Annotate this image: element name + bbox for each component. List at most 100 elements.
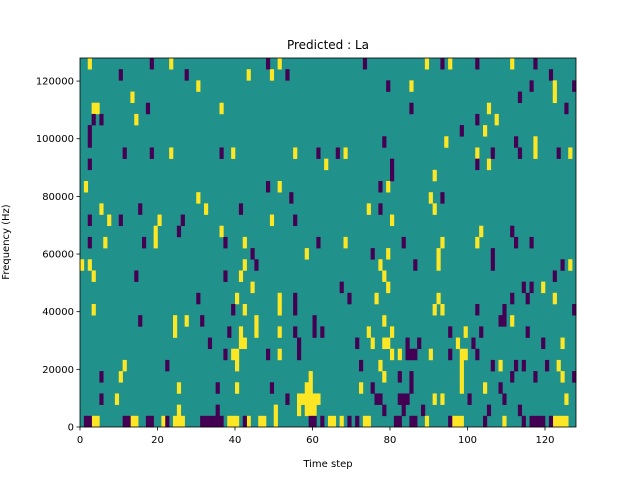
heatmap-cell-high <box>378 359 383 372</box>
heatmap-cell-low <box>486 404 492 417</box>
heatmap-cell-high <box>386 248 391 260</box>
heatmap-cell-low <box>459 125 464 137</box>
heatmap-cell-high <box>169 58 174 70</box>
heatmap-cell-high <box>382 337 387 350</box>
heatmap-cell-high <box>118 371 123 383</box>
heatmap-cell-low <box>250 248 255 260</box>
heatmap-cell-low <box>87 236 92 249</box>
heatmap-cell-low <box>374 393 379 405</box>
heatmap-cell-high <box>312 393 317 405</box>
heatmap-cell-high <box>161 415 166 428</box>
heatmap-cell-low <box>231 304 236 316</box>
heatmap-cell-high <box>83 181 89 193</box>
heatmap-cell-high <box>269 214 275 227</box>
x-tick-label: 60 <box>306 435 319 446</box>
heatmap-cell-low <box>312 315 317 327</box>
heatmap-cell-low <box>397 393 402 405</box>
heatmap-cell-high <box>91 102 96 115</box>
heatmap-cell-low <box>390 169 395 182</box>
heatmap-cell-low <box>517 404 523 417</box>
heatmap-cell-low <box>572 304 577 316</box>
heatmap-cell-low <box>285 393 290 405</box>
heatmap-cell-high <box>242 337 247 350</box>
heatmap-cell-high <box>498 359 503 372</box>
heatmap-cell-low <box>475 58 480 70</box>
x-axis-label: Time step <box>302 459 352 470</box>
heatmap-cell-low <box>490 248 495 260</box>
heatmap-cell-low <box>537 415 542 428</box>
heatmap-cell-low <box>320 326 325 338</box>
heatmap-cell-high <box>277 348 282 361</box>
heatmap-cell-low <box>138 203 143 215</box>
heatmap-cell-low <box>541 337 546 350</box>
heatmap-cell-low <box>405 393 410 405</box>
heatmap-cell-high <box>235 359 240 372</box>
heatmap-cell-low <box>405 337 410 350</box>
heatmap-cell-high <box>304 393 309 405</box>
heatmap-cell-high <box>424 415 430 428</box>
heatmap-cell-high <box>297 393 302 405</box>
heatmap-cell-low <box>421 404 426 417</box>
heatmap-cell-low <box>467 393 472 405</box>
heatmap-cell-low <box>525 326 530 338</box>
heatmap-cell-low <box>548 415 554 428</box>
y-tick-label: 80000 <box>42 192 74 203</box>
heatmap-cell-high <box>87 259 92 271</box>
heatmap-cell-high <box>91 415 96 428</box>
heatmap-cell-low <box>176 225 182 238</box>
heatmap-cell-high <box>293 147 298 159</box>
heatmap-cell-low <box>200 315 205 327</box>
heatmap-cell-low <box>297 348 302 361</box>
x-tick-label: 40 <box>229 435 242 446</box>
heatmap-cell-high <box>552 91 557 104</box>
heatmap-cell-low <box>572 80 577 92</box>
heatmap-cell-low <box>320 415 325 428</box>
heatmap-cell-low <box>545 359 550 372</box>
heatmap-cell-high <box>452 415 457 428</box>
heatmap-cell-high <box>459 382 464 394</box>
heatmap-cell-high <box>134 415 139 428</box>
heatmap-cell-low <box>149 147 154 159</box>
heatmap-cell-low <box>405 348 410 361</box>
heatmap-cell-low <box>448 326 453 338</box>
heatmap-cell-low <box>316 236 321 249</box>
heatmap-cell-high <box>448 58 453 70</box>
heatmap-cell-high <box>343 236 348 249</box>
heatmap-cell-low <box>498 382 503 394</box>
heatmap-cell-low <box>165 415 170 428</box>
heatmap-cell-high <box>308 371 313 383</box>
heatmap-cell-high <box>374 292 379 305</box>
heatmap-cell-high <box>424 58 430 70</box>
heatmap-cell-high <box>366 415 371 428</box>
heatmap-cell-high <box>103 236 108 249</box>
heatmap-cell-high <box>238 337 244 350</box>
heatmap-cell-low <box>87 214 92 227</box>
heatmap-cell-high <box>242 304 247 316</box>
heatmap-cell-low <box>409 371 414 383</box>
heatmap-cell-high <box>304 382 309 394</box>
heatmap-cell-low <box>138 315 143 327</box>
heatmap-cell-high <box>386 181 391 193</box>
heatmap-cell-low <box>510 292 515 305</box>
heatmap-cell-low <box>266 348 271 361</box>
heatmap-cell-low <box>521 415 526 428</box>
heatmap-cell-high <box>331 415 337 428</box>
heatmap-cell-high <box>262 415 267 428</box>
heatmap-cell-low <box>87 158 92 171</box>
heatmap-cell-high <box>254 315 259 327</box>
heatmap-cell-high <box>235 415 240 428</box>
heatmap-cell-low <box>165 359 170 372</box>
heatmap-cell-high <box>227 415 232 428</box>
heatmap-cell-low <box>355 337 360 350</box>
heatmap-cell-low <box>211 415 216 428</box>
heatmap-cell-high <box>483 382 488 394</box>
heatmap-cell-low <box>316 147 321 159</box>
heatmap-cell-high <box>180 415 185 428</box>
heatmap-cell-high <box>455 415 461 428</box>
heatmap-cell-low <box>122 147 127 159</box>
heatmap-cell-low <box>362 58 368 70</box>
heatmap-cell-low <box>440 192 445 204</box>
heatmap-cell-low <box>409 348 414 361</box>
heatmap-cell-low <box>475 158 480 171</box>
heatmap-cell-high <box>440 304 445 316</box>
